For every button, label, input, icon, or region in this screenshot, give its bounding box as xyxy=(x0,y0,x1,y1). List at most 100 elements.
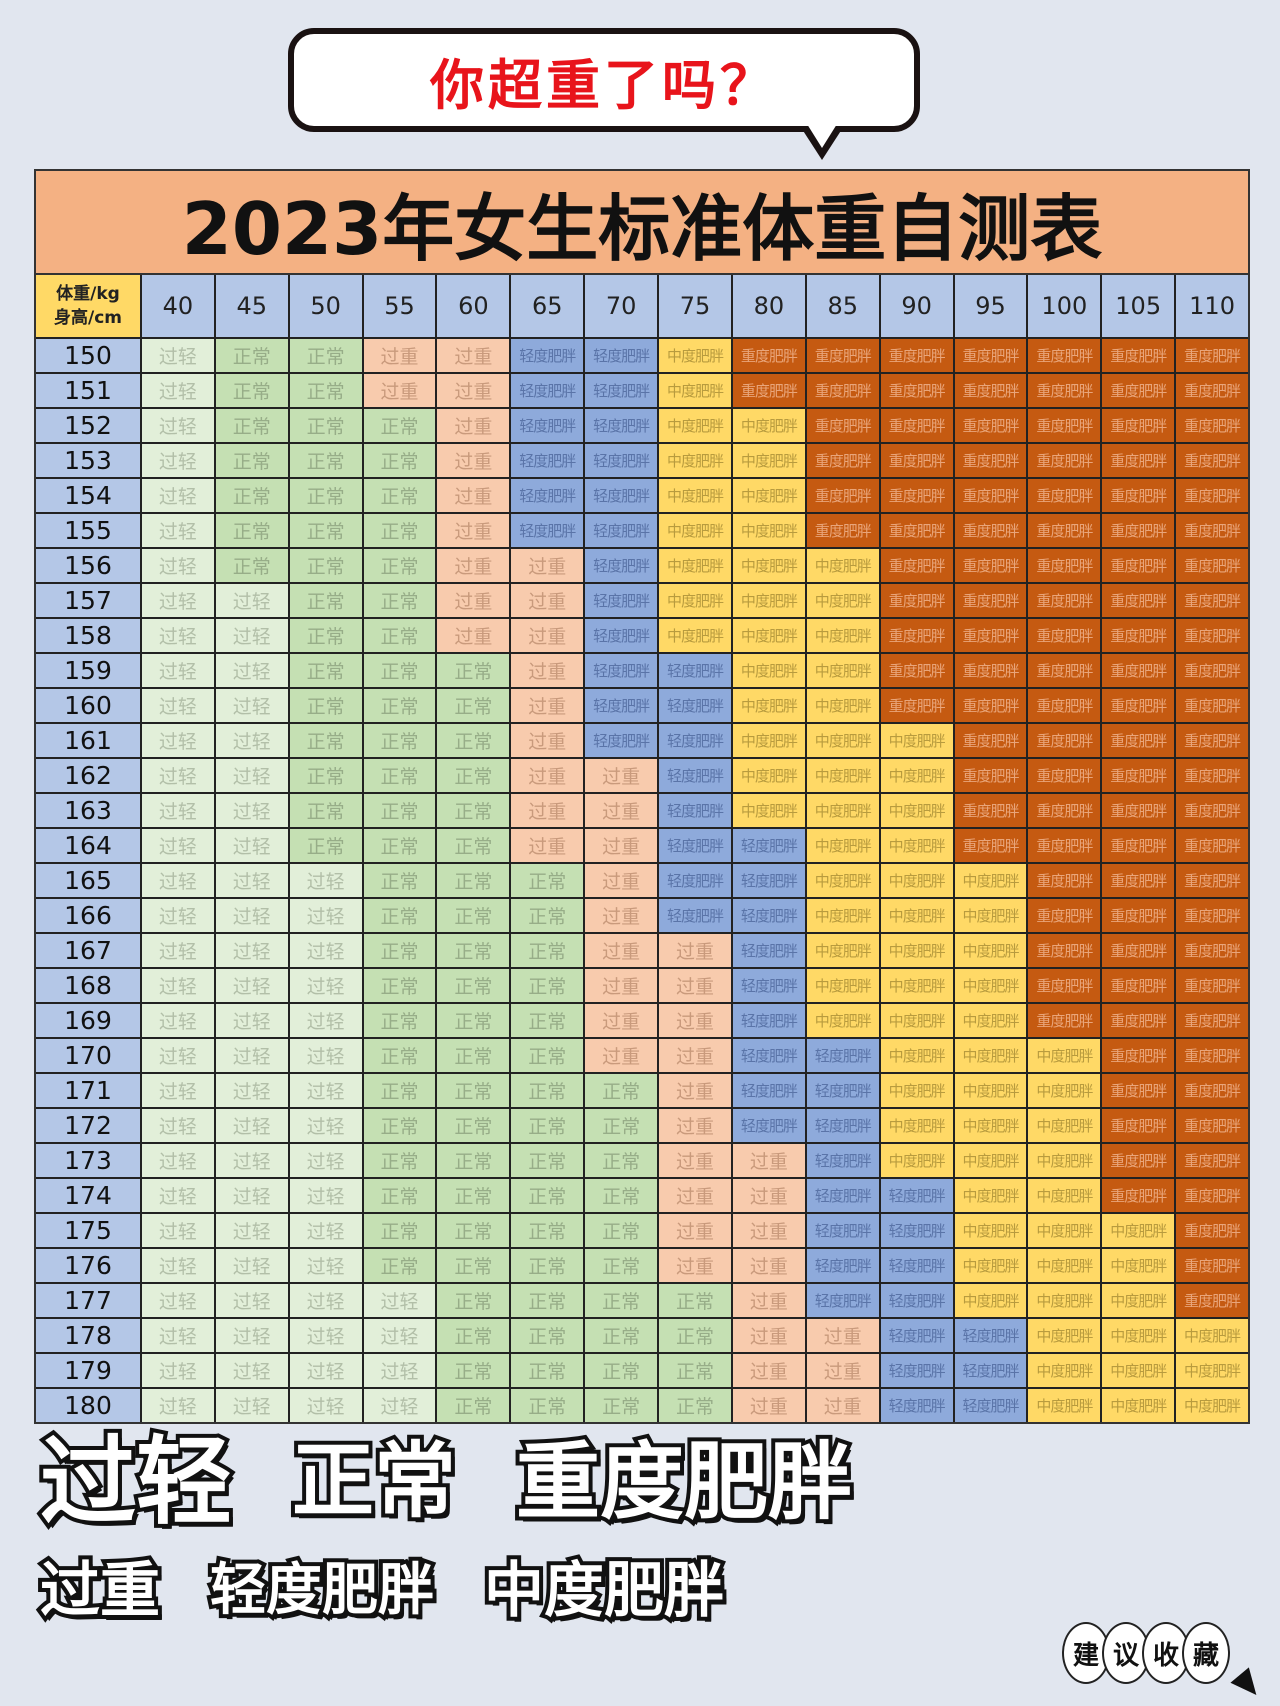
table-cell: 正常 xyxy=(215,409,288,442)
table-cell: 重度肥胖 xyxy=(1028,374,1101,407)
table-cell: 过轻 xyxy=(289,969,362,1002)
table-cell: 过轻 xyxy=(142,864,214,897)
row-header-height: 176 xyxy=(36,1249,140,1282)
table-cell: 重度肥胖 xyxy=(1028,549,1101,582)
table-cell: 轻度肥胖 xyxy=(806,1284,879,1317)
table-cell: 过重 xyxy=(806,1354,879,1387)
table-cell: 中度肥胖 xyxy=(732,759,805,792)
table-cell: 中度肥胖 xyxy=(880,1004,953,1037)
table-cell: 过轻 xyxy=(142,689,214,722)
table-cell: 正常 xyxy=(363,864,436,897)
table-cell: 中度肥胖 xyxy=(880,794,953,827)
table-cell: 重度肥胖 xyxy=(1102,444,1175,477)
table-cell: 重度肥胖 xyxy=(954,759,1027,792)
table-cell: 重度肥胖 xyxy=(1176,654,1248,687)
row-header-height: 169 xyxy=(36,1004,140,1037)
overlay-labels-row-2: 过重 轻度 肥胖 中度 肥胖 xyxy=(36,1556,728,1627)
table-cell: 正常 xyxy=(289,339,362,372)
table-cell: 轻度肥胖 xyxy=(585,689,658,722)
table-cell: 轻度肥胖 xyxy=(954,1319,1027,1352)
table-cell: 中度肥胖 xyxy=(880,1144,953,1177)
table-cell: 正常 xyxy=(659,1389,731,1422)
weight-table: 2023年女生标准体重自测表 体重/kg 身高/cm 40 45 50 55 60 65 7… xyxy=(34,169,1250,1424)
column-header-weight: 40 xyxy=(142,275,214,337)
table-cell: 过轻 xyxy=(363,1319,436,1352)
table-cell: 重度肥胖 xyxy=(806,479,879,512)
table-cell: 重度肥胖 xyxy=(1176,1249,1248,1282)
table-cell: 重度肥胖 xyxy=(1102,549,1175,582)
table-cell: 中度肥胖 xyxy=(806,584,879,617)
table-cell: 重度肥胖 xyxy=(1102,689,1175,722)
table-cell: 中度肥胖 xyxy=(1028,1144,1101,1177)
column-header-weight: 65 xyxy=(511,275,584,337)
table-cell: 重度肥胖 xyxy=(1176,1179,1248,1212)
table-cell: 过轻 xyxy=(142,1074,214,1107)
table-cell: 正常 xyxy=(289,444,362,477)
table-cell: 轻度肥胖 xyxy=(511,444,584,477)
row-header-height: 168 xyxy=(36,969,140,1002)
table-cell: 中度肥胖 xyxy=(880,969,953,1002)
table-cell: 正常 xyxy=(511,1039,584,1072)
column-header-weight: 110 xyxy=(1176,275,1248,337)
table-cell: 重度肥胖 xyxy=(1028,1004,1101,1037)
table-cell: 过轻 xyxy=(142,409,214,442)
table-cell: 重度肥胖 xyxy=(1028,899,1101,932)
table-cell: 过轻 xyxy=(142,1039,214,1072)
table-cell: 中度肥胖 xyxy=(1102,1389,1175,1422)
table-cell: 轻度肥胖 xyxy=(732,1004,805,1037)
speech-bubble: 你超重了吗？ xyxy=(288,28,920,132)
table-cell: 正常 xyxy=(437,689,510,722)
table-cell: 过轻 xyxy=(363,1389,436,1422)
table-cell: 过重 xyxy=(585,794,658,827)
table-cell: 重度肥胖 xyxy=(1028,409,1101,442)
table-cell: 过重 xyxy=(659,1144,731,1177)
table-cell: 正常 xyxy=(215,514,288,547)
row-header-height: 156 xyxy=(36,549,140,582)
table-cell: 重度肥胖 xyxy=(880,444,953,477)
table-cell: 重度肥胖 xyxy=(1176,1039,1248,1072)
table-cell: 过轻 xyxy=(215,794,288,827)
table-cell: 正常 xyxy=(363,1144,436,1177)
table-cell: 正常 xyxy=(437,1144,510,1177)
row-header-height: 179 xyxy=(36,1354,140,1387)
table-cell: 轻度肥胖 xyxy=(806,1074,879,1107)
table-cell: 正常 xyxy=(437,1004,510,1037)
row-header-height: 158 xyxy=(36,619,140,652)
table-cell: 过轻 xyxy=(215,689,288,722)
table-cell: 正常 xyxy=(363,759,436,792)
table-cell: 中度肥胖 xyxy=(1028,1214,1101,1247)
table-cell: 正常 xyxy=(363,654,436,687)
table-cell: 正常 xyxy=(363,1074,436,1107)
table-cell: 中度肥胖 xyxy=(880,829,953,862)
table-cell: 正常 xyxy=(363,794,436,827)
table-cell: 正常 xyxy=(437,794,510,827)
save-badge: 建 议 收 藏 xyxy=(1062,1622,1230,1684)
table-cell: 正常 xyxy=(215,444,288,477)
table-cell: 过轻 xyxy=(142,969,214,1002)
table-cell: 过重 xyxy=(511,689,584,722)
table-cell: 重度肥胖 xyxy=(880,619,953,652)
table-cell: 过轻 xyxy=(142,514,214,547)
table-cell: 过重 xyxy=(585,969,658,1002)
table-cell: 轻度肥胖 xyxy=(954,1354,1027,1387)
table-cell: 正常 xyxy=(289,724,362,757)
table-cell: 正常 xyxy=(363,514,436,547)
table-cell: 中度肥胖 xyxy=(1176,1319,1248,1352)
table-cell: 重度肥胖 xyxy=(954,724,1027,757)
table-cell: 过轻 xyxy=(142,1319,214,1352)
table-cell: 正常 xyxy=(437,724,510,757)
table-cell: 重度肥胖 xyxy=(880,654,953,687)
table-cell: 正常 xyxy=(585,1389,658,1422)
table-cell: 正常 xyxy=(289,374,362,407)
overlay-label-light-obese: 轻度 肥胖 xyxy=(206,1557,438,1624)
table-cell: 重度肥胖 xyxy=(954,444,1027,477)
table-cell: 中度肥胖 xyxy=(732,584,805,617)
table-cell: 中度肥胖 xyxy=(954,1109,1027,1142)
table-cell: 过重 xyxy=(363,339,436,372)
table-cell: 过重 xyxy=(659,1039,731,1072)
table-cell: 过轻 xyxy=(142,654,214,687)
table-grid: 体重/kg 身高/cm 40 45 50 55 60 65 70 75 80 85 90 95 100 1… xyxy=(36,275,1248,1422)
table-cell: 重度肥胖 xyxy=(1102,514,1175,547)
table-cell: 重度肥胖 xyxy=(954,794,1027,827)
table-cell: 中度肥胖 xyxy=(732,444,805,477)
